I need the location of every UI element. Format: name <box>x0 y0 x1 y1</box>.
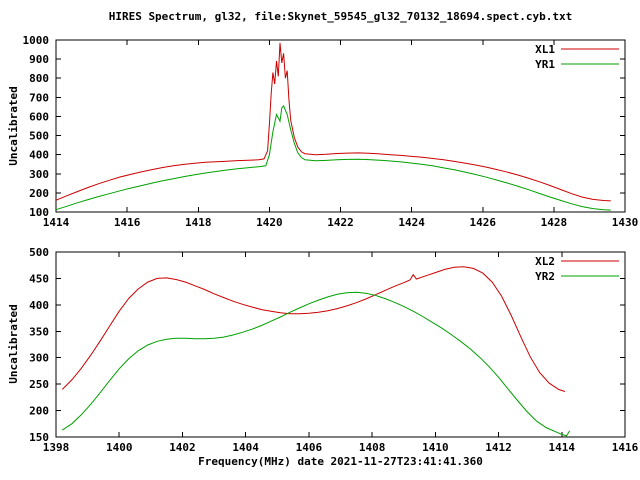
series-line-XL1 <box>55 42 611 202</box>
y-tick-label: 450 <box>29 272 49 285</box>
y-tick-label: 300 <box>29 352 49 365</box>
x-tick-label: 1416 <box>114 216 141 229</box>
x-tick-label: 1412 <box>485 441 512 454</box>
y-tick-label: 900 <box>29 53 49 66</box>
bottom-chart-plot-area: 1398 1400 1402 1404 1406 1408 1410 1412 1414 1416… <box>29 246 639 454</box>
legend-label-YR1: YR1 <box>535 58 555 71</box>
x-tick-label: 1424 <box>398 216 425 229</box>
y-tick-label: 200 <box>29 187 49 200</box>
plot-border <box>55 251 626 438</box>
x-tick-label: 1400 <box>106 441 133 454</box>
series-line-YR2 <box>62 291 571 437</box>
x-tick-label: 1408 <box>359 441 386 454</box>
y-tick-label: 400 <box>29 299 49 312</box>
y-tick-label: 250 <box>29 378 49 391</box>
y-tick-label: 700 <box>29 91 49 104</box>
bottom-chart-x-axis-label: Frequency(MHz) date 2021-11-27T23:41:41.… <box>198 455 483 468</box>
y-tick-label: 350 <box>29 325 49 338</box>
x-tick-label: 1418 <box>185 216 212 229</box>
x-tick-label: 1406 <box>296 441 323 454</box>
x-tick-label: 1402 <box>169 441 196 454</box>
top-chart-title: HIRES Spectrum, gl32, file:Skynet_59545_… <box>108 10 573 23</box>
y-tick-label: 100 <box>29 206 49 219</box>
x-tick-label: 1422 <box>327 216 354 229</box>
x-tick-label: 1414 <box>43 216 70 229</box>
top-chart-plot-area: 1414 1416 1418 1420 1422 1424 1426 1428 1430 100 2… <box>23 34 639 229</box>
legend-label-XL1: XL1 <box>535 43 555 56</box>
y-tick-label: 1000 <box>23 34 50 47</box>
series-line-YR1 <box>55 104 611 211</box>
x-tick-label: 1398 <box>43 441 70 454</box>
y-tick-label: 800 <box>29 72 49 85</box>
legend-label-XL2: XL2 <box>535 255 555 268</box>
x-tick-label: 1404 <box>232 441 259 454</box>
y-tick-label: 300 <box>29 168 49 181</box>
y-tick-label: 600 <box>29 110 49 123</box>
series-line-XL2 <box>61 266 566 392</box>
x-tick-label: 1428 <box>541 216 568 229</box>
legend-label-YR2: YR2 <box>535 270 555 283</box>
x-tick-label: 1416 <box>612 441 639 454</box>
x-tick-label: 1420 <box>256 216 283 229</box>
y-tick-label: 500 <box>29 246 49 259</box>
x-tick-label: 1410 <box>422 441 449 454</box>
y-tick-label: 500 <box>29 130 49 143</box>
x-tick-label: 1426 <box>470 216 497 229</box>
x-tick-label: 1414 <box>549 441 576 454</box>
y-tick-label: 400 <box>29 149 49 162</box>
y-tick-label: 150 <box>29 431 49 444</box>
x-tick-label: 1430 <box>612 216 639 229</box>
y-tick-label: 200 <box>29 405 49 418</box>
